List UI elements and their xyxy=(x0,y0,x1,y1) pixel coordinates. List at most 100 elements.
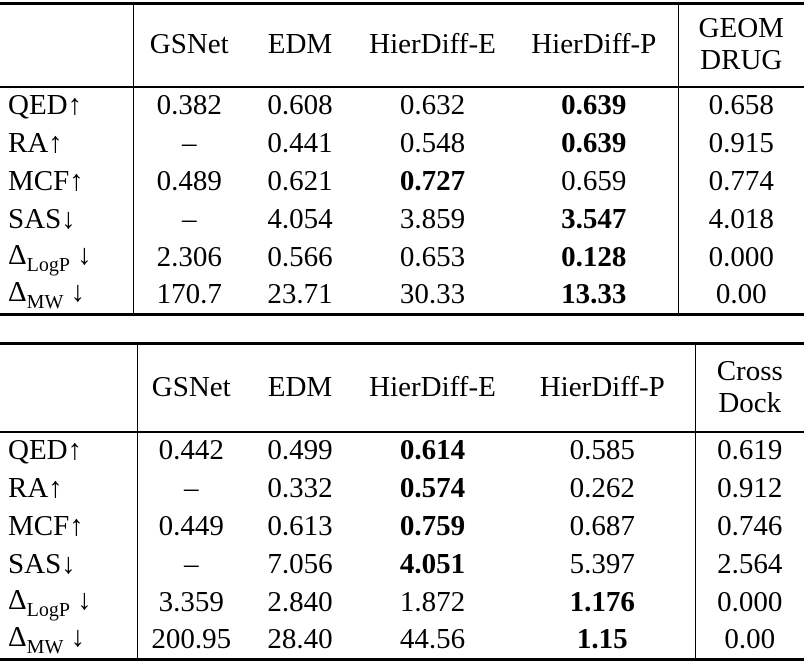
table-row: MCF↑ 0.449 0.613 0.759 0.687 0.746 xyxy=(0,507,804,546)
up-arrow-icon: ↑ xyxy=(69,164,84,197)
value-cell: 0.128 xyxy=(561,240,627,273)
table-row: QED↑ 0.442 0.499 0.614 0.585 0.619 xyxy=(0,431,804,470)
value-cell: 0.687 xyxy=(569,509,635,542)
value-cell: 0.00 xyxy=(694,621,804,660)
value-cell: 0.449 xyxy=(158,509,224,542)
value-cell: 0.489 xyxy=(156,164,222,197)
table-row: MCF↑ 0.489 0.621 0.727 0.659 0.774 xyxy=(0,162,804,201)
down-arrow-icon: ↓ xyxy=(63,275,86,308)
value-cell: 0.659 xyxy=(561,164,627,197)
value-cell: 0.00 xyxy=(677,276,804,315)
value-cell: 0.548 xyxy=(399,126,466,159)
metric-label: RA↑ xyxy=(0,124,134,163)
value-cell: 170.7 xyxy=(156,277,222,310)
column-header-line: DRUG xyxy=(700,44,783,77)
value-cell: 44.56 xyxy=(399,622,466,655)
metric-base-text: Δ xyxy=(8,620,27,653)
value-cell: 1.15 xyxy=(576,622,628,655)
value-cell: 0.000 xyxy=(694,583,804,622)
value-cell: 13.33 xyxy=(561,277,627,310)
value-cell: 5.397 xyxy=(569,547,635,580)
metric-subscript: MW xyxy=(26,635,64,658)
metric-base-text: Δ xyxy=(8,583,27,616)
value-cell: 0.442 xyxy=(158,434,224,467)
table-row: ΔMW ↓ 200.95 28.40 44.56 1.15 0.00 xyxy=(0,620,804,660)
cross-dock-metrics-table: GSNet EDM HierDiff-E HierDiff-P Cross Do… xyxy=(0,342,804,661)
value-cell: 0.632 xyxy=(399,89,466,122)
value-cell: 0.499 xyxy=(267,434,333,467)
corner-cell xyxy=(0,343,138,433)
column-header-line: Cross xyxy=(716,354,783,387)
metric-base-text: Δ xyxy=(8,275,27,308)
value-cell: 0.262 xyxy=(569,471,635,504)
value-cell: 3.547 xyxy=(561,202,627,235)
value-cell: 1.872 xyxy=(399,585,466,618)
table-body: QED↑ 0.382 0.608 0.632 0.639 0.658 RA↑ –0.441 0.… xyxy=(0,86,804,315)
corner-cell xyxy=(0,3,134,88)
header-row: GSNet EDM HierDiff-E HierDiff-P Cross Do… xyxy=(0,343,804,433)
value-cell: 28.40 xyxy=(267,622,333,655)
metric-base-text: RA xyxy=(8,126,49,159)
table-row: ΔMW ↓ 170.7 23.71 30.33 13.33 0.00 xyxy=(0,275,804,315)
metric-label: ΔLogP ↓ xyxy=(0,238,134,277)
up-arrow-icon: ↑ xyxy=(67,434,83,467)
value-cell: 0.574 xyxy=(399,471,466,504)
metric-base-text: QED xyxy=(8,89,68,122)
metric-label: ΔMW ↓ xyxy=(0,620,138,660)
down-arrow-icon: ↓ xyxy=(70,583,92,616)
column-header-hierdiff-p: HierDiff-P xyxy=(510,3,678,88)
value-cell: 0.639 xyxy=(561,126,627,159)
value-cell: 0.653 xyxy=(399,240,466,273)
geom-drug-metrics-table: GSNet EDM HierDiff-E HierDiff-P GEOM DRU… xyxy=(0,2,804,316)
column-header-edm: EDM xyxy=(245,3,355,88)
table-row: RA↑ – 0.441 0.548 0.639 0.915 xyxy=(0,124,804,163)
metric-label: QED↑ xyxy=(0,431,138,470)
up-arrow-icon: ↑ xyxy=(69,509,84,542)
metric-base-text: QED xyxy=(8,434,68,467)
value-cell: 0.441 xyxy=(267,126,333,159)
up-arrow-icon: ↑ xyxy=(48,471,63,504)
column-header-hierdiff-e: HierDiff-E xyxy=(355,343,510,433)
value-cell: – xyxy=(182,202,197,235)
value-cell: 0.608 xyxy=(267,89,333,122)
value-cell: 3.859 xyxy=(399,202,466,235)
value-cell: – xyxy=(182,126,197,159)
value-cell: 30.33 xyxy=(399,277,466,310)
column-header-gsnet: GSNet xyxy=(133,3,245,88)
column-header-cross-dock: Cross Dock xyxy=(694,343,804,433)
metric-label: ΔMW ↓ xyxy=(0,275,134,315)
down-arrow-icon: ↓ xyxy=(63,620,86,653)
value-cell: 2.564 xyxy=(694,545,804,584)
up-arrow-icon: ↑ xyxy=(67,89,83,122)
metric-label: SAS↓ xyxy=(0,200,134,239)
metric-base-text: SAS xyxy=(8,202,62,235)
metric-subscript: LogP xyxy=(26,598,70,621)
column-header-edm: EDM xyxy=(245,343,355,433)
metric-subscript: MW xyxy=(26,290,64,313)
value-cell: 3.359 xyxy=(158,585,224,618)
table-row: QED↑ 0.382 0.608 0.632 0.639 0.658 xyxy=(0,86,804,125)
metric-base-text: Δ xyxy=(8,238,27,271)
table-row: SAS↓ – 4.054 3.859 3.547 4.018 xyxy=(0,200,804,239)
value-cell: 0.658 xyxy=(677,86,804,125)
value-cell: – xyxy=(184,547,199,580)
metric-base-text: MCF xyxy=(8,509,70,542)
value-cell: 23.71 xyxy=(267,277,333,310)
column-header-geom-drug: GEOM DRUG xyxy=(677,3,804,88)
value-cell: 0.621 xyxy=(267,164,333,197)
value-cell: 1.176 xyxy=(569,585,635,618)
column-header-line: Dock xyxy=(718,386,782,419)
down-arrow-icon: ↓ xyxy=(61,202,76,235)
metric-label: MCF↑ xyxy=(0,507,138,546)
value-cell: 0.332 xyxy=(267,471,333,504)
table-row: SAS↓ – 7.056 4.051 5.397 2.564 xyxy=(0,545,804,584)
value-cell: 2.306 xyxy=(156,240,222,273)
value-cell: 4.051 xyxy=(399,547,466,580)
metric-label: SAS↓ xyxy=(0,545,138,584)
metric-label: MCF↑ xyxy=(0,162,134,201)
value-cell: 0.382 xyxy=(156,89,222,122)
value-cell: 7.056 xyxy=(267,547,333,580)
value-cell: 0.614 xyxy=(399,434,466,467)
header-row: GSNet EDM HierDiff-E HierDiff-P GEOM DRU… xyxy=(0,3,804,88)
value-cell: 0.585 xyxy=(569,434,635,467)
